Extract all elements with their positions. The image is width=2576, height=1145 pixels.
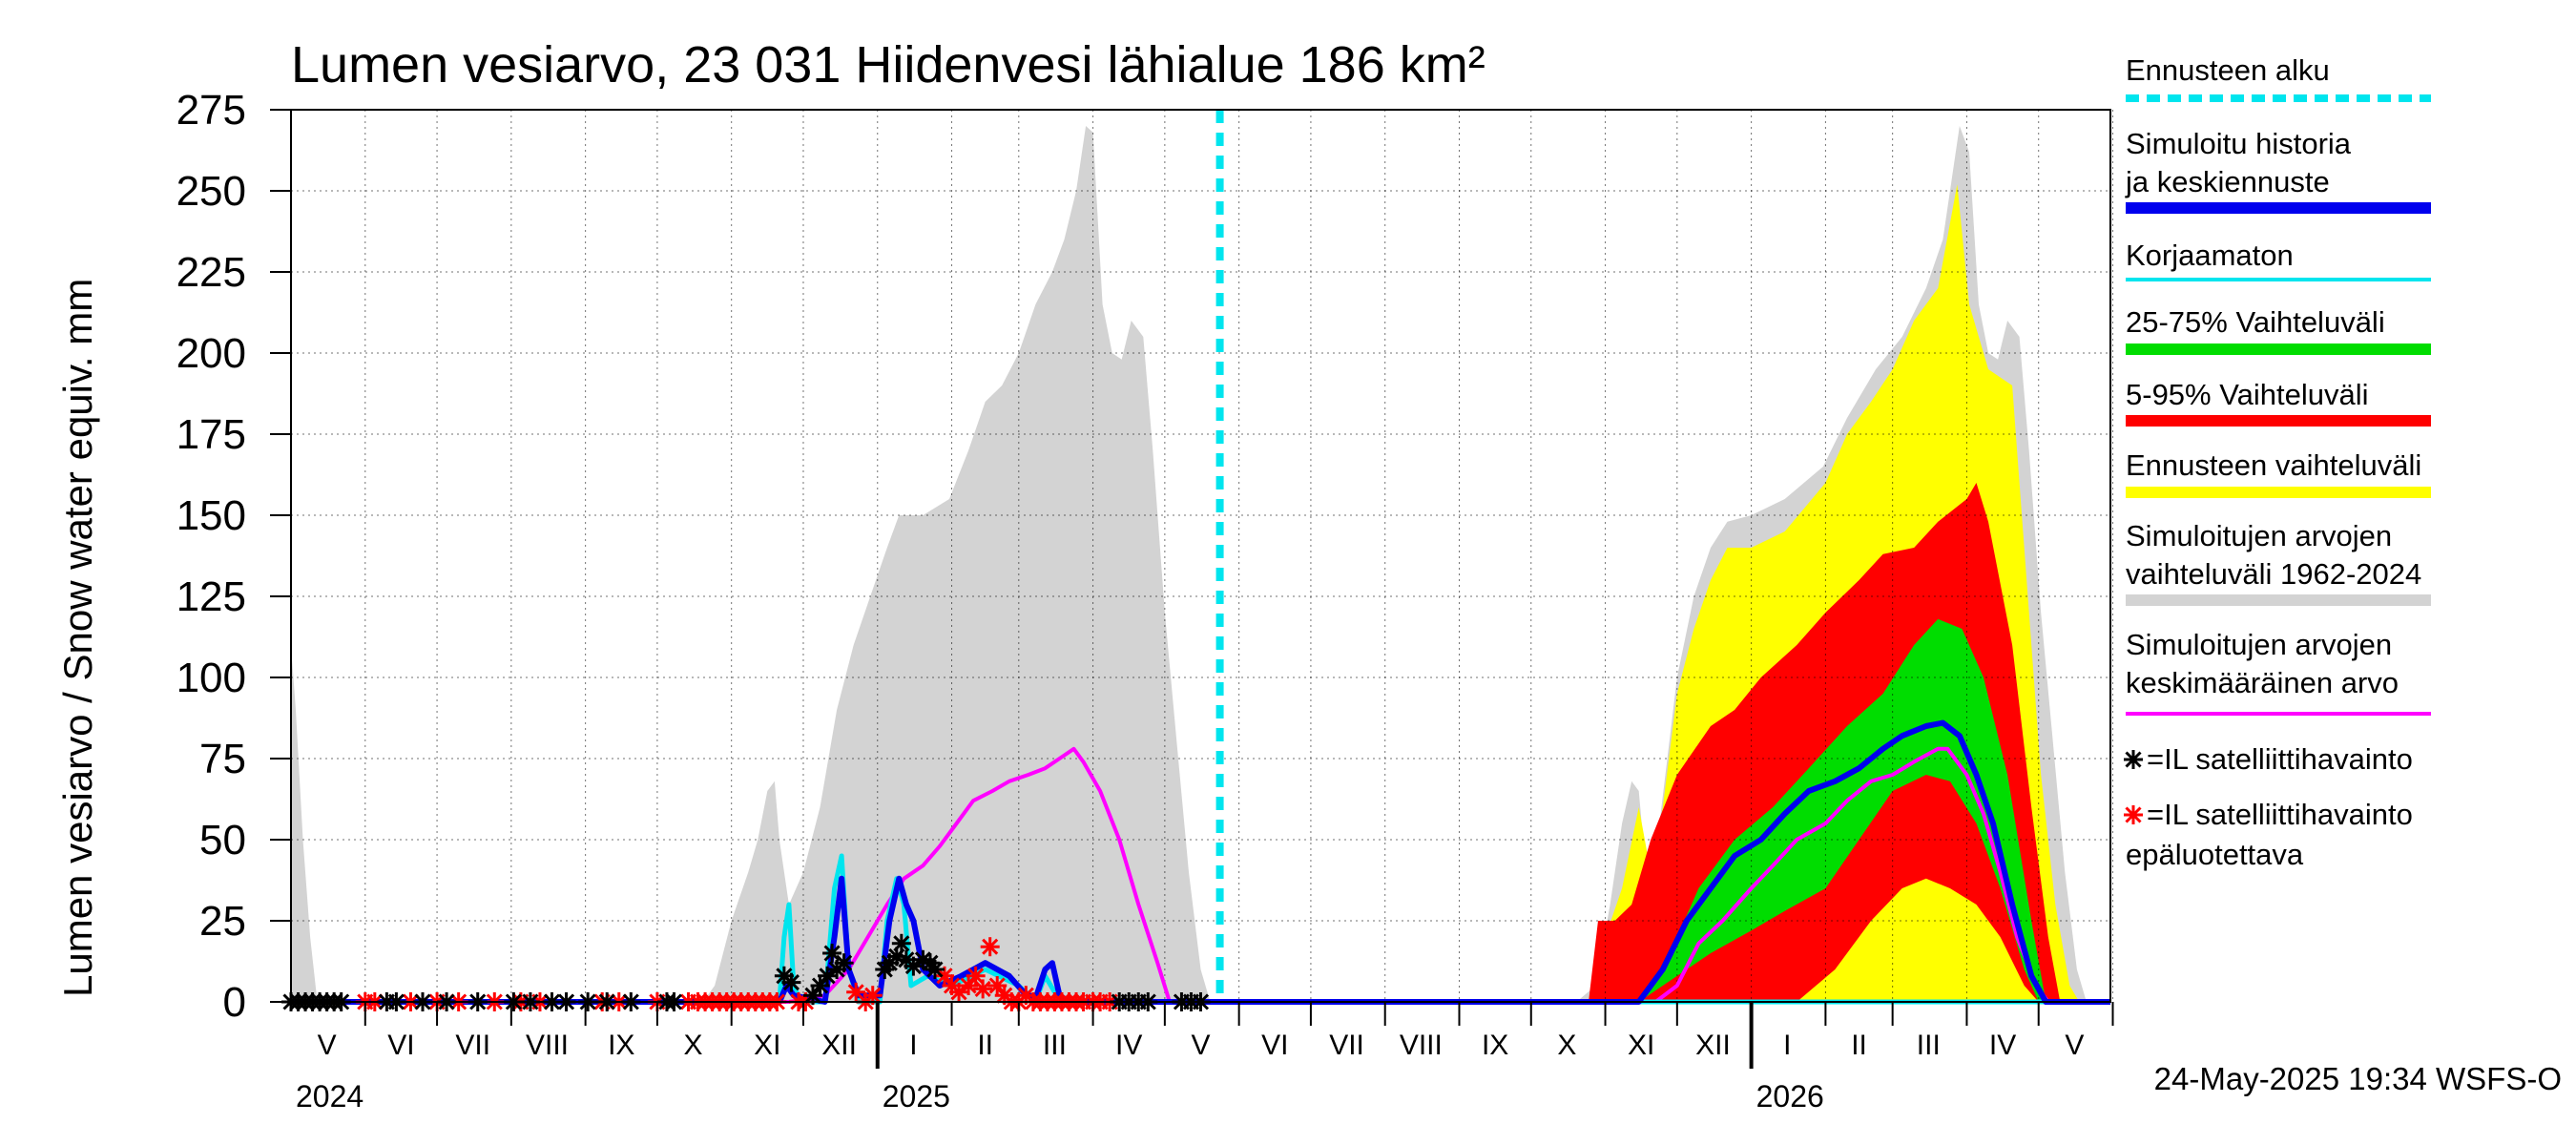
month-label: V bbox=[1191, 1030, 1210, 1061]
y-axis-label: Lumen vesiarvo / Snow water equiv. mm bbox=[55, 279, 100, 997]
month-label: I bbox=[909, 1030, 917, 1061]
month-label: III bbox=[1917, 1030, 1941, 1061]
observation-reliable bbox=[924, 960, 945, 979]
month-label: II bbox=[977, 1030, 993, 1061]
p25-75-band bbox=[1638, 618, 2046, 1002]
observation-reliable bbox=[822, 944, 842, 963]
legend-label: 25-75% Vaihteluväli bbox=[2126, 305, 2385, 339]
month-label: I bbox=[1783, 1030, 1791, 1061]
observation-reliable bbox=[904, 956, 924, 976]
legend-label: keskimääräinen arvo bbox=[2126, 666, 2399, 699]
month-label: IV bbox=[1989, 1030, 2016, 1061]
observation-reliable bbox=[781, 972, 801, 992]
legend-label: vaihteluväli 1962-2024 bbox=[2126, 557, 2421, 591]
y-tick-label: 200 bbox=[177, 330, 246, 377]
y-axis-ticks: 0 25 50 75 100 125 150 175 200 225 250 275 bbox=[177, 87, 291, 1026]
month-label: IV bbox=[1115, 1030, 1142, 1061]
observation-reliable bbox=[803, 986, 823, 1006]
observation-reliable bbox=[818, 966, 838, 986]
month-label: VI bbox=[1261, 1030, 1288, 1061]
observation-unreliable bbox=[987, 976, 1008, 995]
year-label: 2025 bbox=[883, 1079, 950, 1114]
month-label: XI bbox=[754, 1030, 780, 1061]
observation-unreliable bbox=[959, 976, 979, 995]
month-label: IX bbox=[1482, 1030, 1508, 1061]
month-label: VII bbox=[455, 1030, 490, 1061]
y-tick-label: 175 bbox=[177, 411, 246, 458]
legend-label: Ennusteen vaihteluväli bbox=[2126, 448, 2421, 482]
month-label: VII bbox=[1329, 1030, 1364, 1061]
month-label: IX bbox=[608, 1030, 634, 1061]
range-bands bbox=[291, 126, 2110, 1002]
month-label: VIII bbox=[1400, 1030, 1443, 1061]
y-tick-label: 0 bbox=[223, 979, 246, 1026]
observation-reliable bbox=[891, 933, 911, 953]
legend-label: Ennusteen alku bbox=[2126, 53, 2330, 87]
legend-label: 5-95% Vaihteluväli bbox=[2126, 378, 2368, 411]
legend-label: Korjaamaton bbox=[2126, 239, 2294, 272]
observation-unreliable bbox=[973, 979, 993, 999]
x-axis: V VI VII VIII IX X XI XII I II III IV V VI VII VIII IX X X… bbox=[296, 1002, 2114, 1114]
month-label: X bbox=[684, 1030, 703, 1061]
observation-reliable bbox=[834, 953, 854, 973]
month-label: VIII bbox=[526, 1030, 569, 1061]
y-tick-label: 75 bbox=[199, 736, 246, 782]
simulated-line bbox=[291, 719, 2110, 1005]
legend-label: Simuloitujen arvojen bbox=[2126, 628, 2392, 661]
observation-unreliable bbox=[935, 966, 955, 986]
month-label: III bbox=[1043, 1030, 1067, 1061]
month-label: XII bbox=[821, 1030, 857, 1061]
y-tick-label: 50 bbox=[199, 817, 246, 864]
legend: Ennusteen alku Simuloitu historia ja keski… bbox=[2124, 53, 2431, 871]
y-tick-label: 100 bbox=[177, 655, 246, 701]
month-label: XI bbox=[1628, 1030, 1654, 1061]
year-label: 2024 bbox=[296, 1079, 364, 1114]
observation-reliable bbox=[810, 976, 830, 995]
y-tick-label: 125 bbox=[177, 573, 246, 620]
legend-marker bbox=[2124, 805, 2143, 824]
y-tick-label: 250 bbox=[177, 168, 246, 215]
y-tick-label: 225 bbox=[177, 249, 246, 296]
y-tick-label: 25 bbox=[199, 898, 246, 945]
legend-label: =IL satelliittihavainto bbox=[2147, 798, 2413, 831]
plot-frame bbox=[290, 109, 2111, 1003]
legend-label: Simuloitu historia bbox=[2126, 127, 2352, 160]
y-tick-label: 275 bbox=[177, 87, 246, 134]
month-label: X bbox=[1557, 1030, 1576, 1061]
observation-unreliable bbox=[980, 937, 1000, 957]
plot-border bbox=[290, 109, 2111, 1003]
footer-timestamp: 24-May-2025 19:34 WSFS-O bbox=[2154, 1061, 2562, 1096]
month-label: VI bbox=[387, 1030, 414, 1061]
month-label: II bbox=[1851, 1030, 1867, 1061]
month-label: XII bbox=[1695, 1030, 1731, 1061]
chart-title: Lumen vesiarvo, 23 031 Hiidenvesi lähial… bbox=[291, 36, 1485, 94]
y-tick-label: 150 bbox=[177, 492, 246, 539]
observation-unreliable bbox=[862, 986, 883, 1006]
legend-marker bbox=[2124, 750, 2143, 769]
observation-unreliable bbox=[949, 982, 969, 1002]
month-label: V bbox=[318, 1030, 337, 1061]
legend-label: =IL satelliittihavainto bbox=[2147, 742, 2413, 776]
month-label: V bbox=[2065, 1030, 2084, 1061]
legend-label: Simuloitujen arvojen bbox=[2126, 519, 2392, 552]
legend-label: ja keskiennuste bbox=[2125, 165, 2330, 198]
legend-label: epäluotettava bbox=[2126, 838, 2304, 871]
year-label: 2026 bbox=[1756, 1079, 1824, 1114]
